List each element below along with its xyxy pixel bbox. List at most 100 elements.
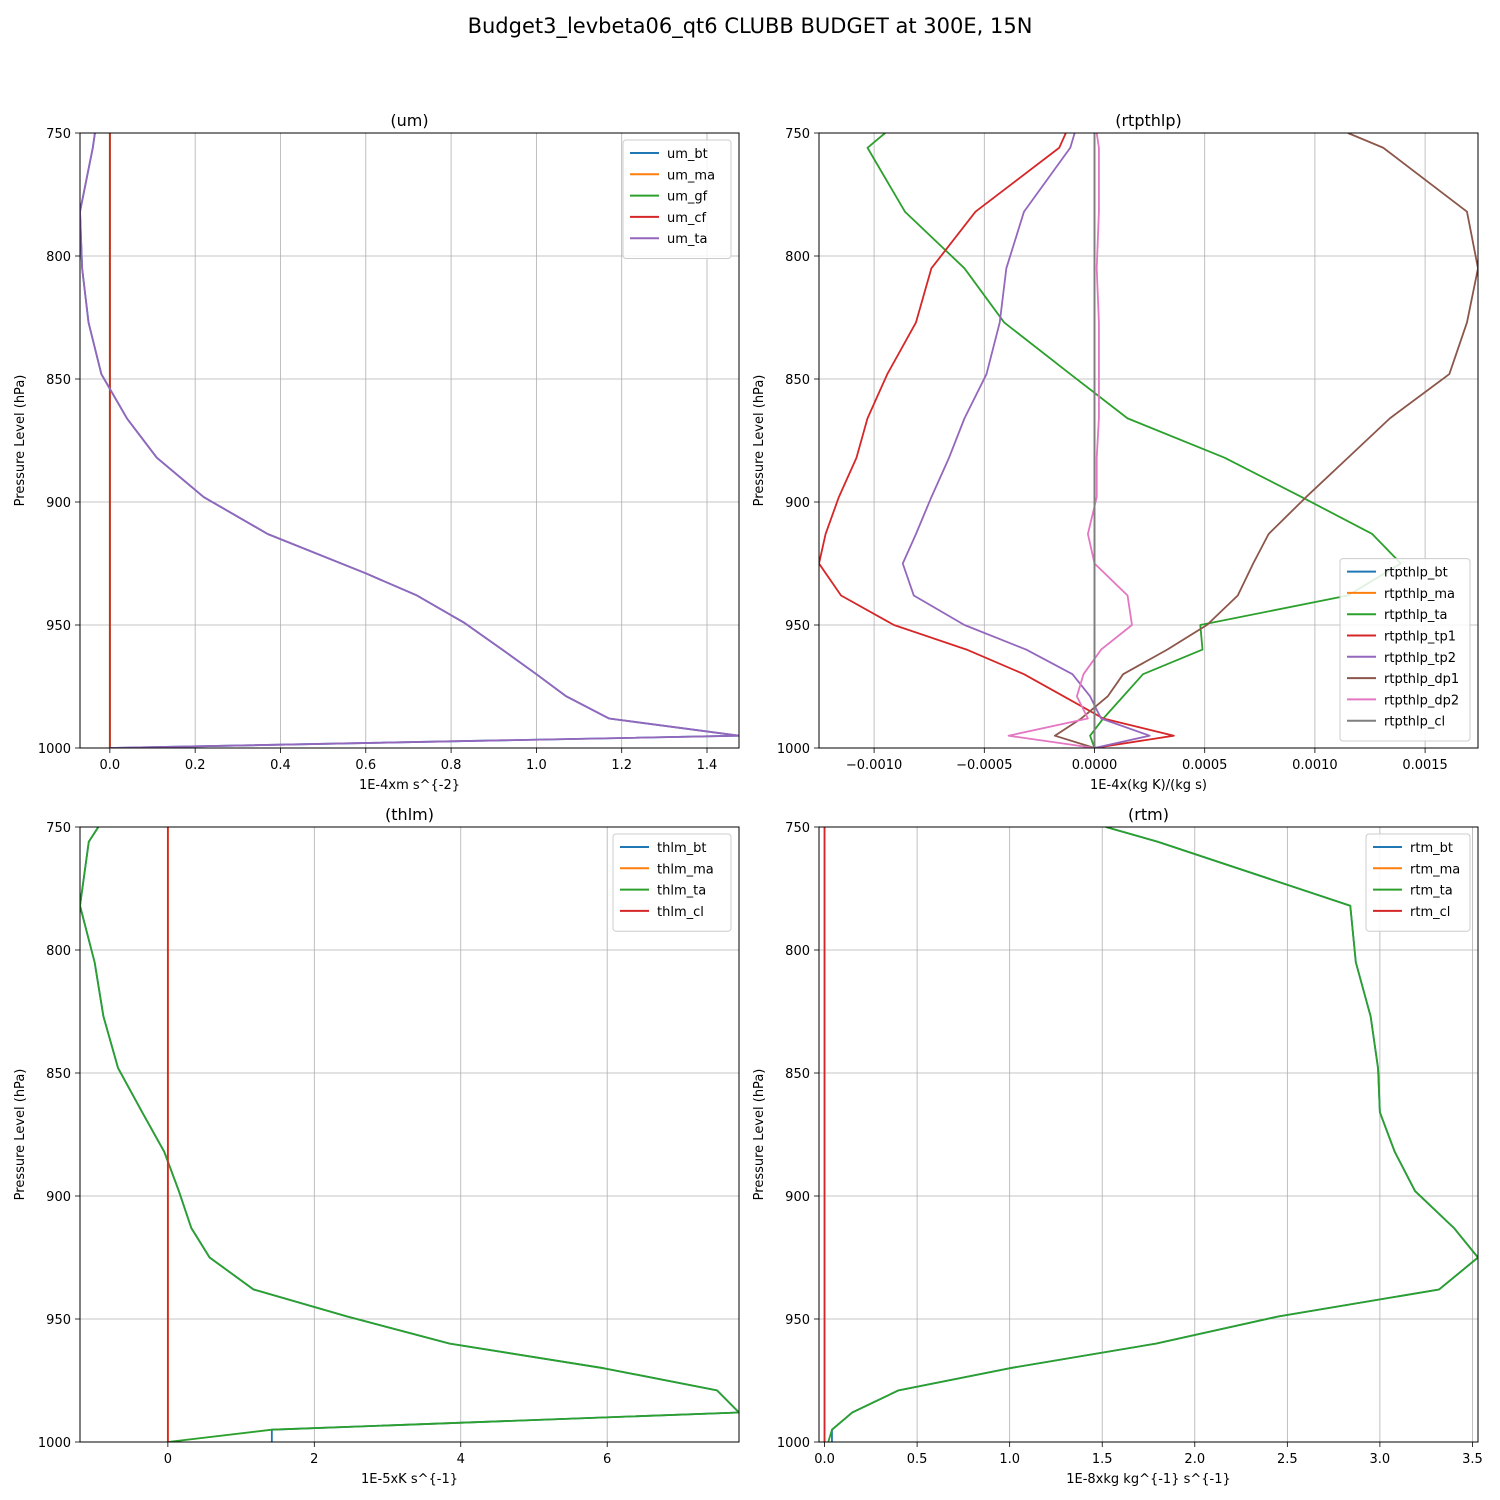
y-tick-label: 1000 — [777, 742, 810, 757]
legend-box — [1365, 833, 1471, 932]
legend-label-rtpthlp_ta: rtpthlp_ta — [1384, 608, 1447, 623]
chart-panel-2: −0.0010 −0.0005 0.0000 0.0005 0.0010 0.0015 75… — [752, 111, 1479, 793]
legend-label-thlm_bt: thlm_bt — [657, 841, 706, 856]
x-tick-label: 6 — [603, 1452, 611, 1467]
y-tick-label: 900 — [46, 1190, 71, 1205]
y-tick-label: 800 — [785, 250, 810, 265]
legend-label-rtpthlp_dp2: rtpthlp_dp2 — [1384, 693, 1459, 708]
y-tick-label: 850 — [785, 373, 810, 388]
series-line-rtpthlp_tp1 — [819, 133, 1175, 748]
y-tick-label: 750 — [785, 127, 810, 142]
legend-label-um_cf: um_cf — [667, 211, 707, 226]
legend-label-um_ta: um_ta — [667, 232, 707, 247]
x-tick-label: −0.0005 — [956, 758, 1012, 773]
y-tick-label: 800 — [46, 250, 71, 265]
y-tick-label: 800 — [46, 944, 71, 959]
x-axis-label: 1E-4x(kg K)/(kg s) — [1090, 778, 1207, 793]
x-tick-label: 0.0 — [814, 1452, 835, 1467]
x-axis-label: 1E-5xK s^{-1} — [361, 1472, 458, 1487]
y-tick-label: 1000 — [38, 742, 71, 757]
legend-label-rtm_cl: rtm_cl — [1410, 905, 1450, 920]
legend-label-rtpthlp_tp1: rtpthlp_tp1 — [1384, 630, 1456, 645]
legend-label-rtpthlp_tp2: rtpthlp_tp2 — [1384, 651, 1456, 666]
series-line-rtpthlp_ta — [866, 133, 1402, 748]
legend-label-rtpthlp_cl: rtpthlp_cl — [1384, 715, 1445, 730]
x-tick-label: 1.4 — [697, 758, 718, 773]
x-tick-label: 2.5 — [1277, 1452, 1298, 1467]
series-line-rtm_ta — [827, 827, 1478, 1442]
plot-frame — [818, 132, 1479, 749]
x-axis-label: 1E-8xkg kg^{-1} s^{-1} — [1066, 1472, 1231, 1487]
legend-label-thlm_ta: thlm_ta — [657, 884, 706, 899]
x-tick-label: 4 — [457, 1452, 465, 1467]
y-axis-label: Pressure Level (hPa) — [13, 375, 28, 507]
series-line-rtpthlp_tp2 — [901, 133, 1151, 748]
legend: um_bt um_ma um_gf um_cf um_ta — [622, 139, 732, 259]
x-tick-label: 3.5 — [1462, 1452, 1483, 1467]
legend-box — [1339, 558, 1471, 742]
y-tick-label: 900 — [785, 1190, 810, 1205]
x-tick-label: 0.0005 — [1182, 758, 1228, 773]
legend: thlm_bt thlm_ma thlm_ta thlm_cl — [612, 833, 732, 932]
legend-label-um_ma: um_ma — [667, 168, 715, 183]
chart-panel-1: 0.0 0.2 0.4 0.6 0.8 1.0 1.2 1.4 750 800 850 900 950 1… — [13, 111, 740, 793]
x-axis-label: 1E-4xm s^{-2} — [359, 778, 460, 793]
x-tick-label: 2 — [310, 1452, 318, 1467]
panel-title: (um) — [390, 111, 428, 130]
x-tick-label: 0.2 — [185, 758, 206, 773]
legend-label-rtm_bt: rtm_bt — [1410, 841, 1453, 856]
plot-frame — [818, 826, 1479, 1443]
x-tick-label: 1.0 — [526, 758, 547, 773]
x-tick-label: 0.5 — [907, 1452, 928, 1467]
x-tick-label: −0.0010 — [846, 758, 902, 773]
chart-panel-3: 0 2 4 6 750 800 850 900 950 1000 (thlm) 1E-5xK s^{-… — [13, 805, 740, 1487]
legend-label-rtpthlp_ma: rtpthlp_ma — [1384, 587, 1455, 602]
x-tick-label: 0.8 — [441, 758, 462, 773]
y-tick-label: 750 — [46, 127, 71, 142]
x-tick-label: 1.5 — [1092, 1452, 1113, 1467]
legend-label-rtpthlp_bt: rtpthlp_bt — [1384, 566, 1448, 581]
y-tick-label: 750 — [46, 821, 71, 836]
x-tick-label: 2.0 — [1184, 1452, 1205, 1467]
x-tick-label: 0 — [164, 1452, 172, 1467]
legend-label-um_bt: um_bt — [667, 147, 708, 162]
y-tick-label: 900 — [46, 496, 71, 511]
legend-label-rtpthlp_dp1: rtpthlp_dp1 — [1384, 672, 1459, 687]
x-tick-label: 3.0 — [1370, 1452, 1391, 1467]
y-tick-label: 850 — [46, 373, 71, 388]
figure-suptitle: Budget3_levbeta06_qt6 CLUBB BUDGET at 30… — [467, 14, 1033, 38]
y-tick-label: 950 — [46, 619, 71, 634]
y-axis-label: Pressure Level (hPa) — [752, 1069, 767, 1201]
x-tick-label: 1.2 — [611, 758, 632, 773]
y-tick-label: 750 — [785, 821, 810, 836]
legend-label-um_gf: um_gf — [667, 190, 708, 205]
chart-panel-4: 0.0 0.5 1.0 1.5 2.0 2.5 3.0 3.5 750 800 850 900 950 1… — [752, 805, 1483, 1487]
series-line-um_ta — [80, 133, 739, 748]
legend-label-rtm_ma: rtm_ma — [1410, 862, 1460, 877]
x-tick-label: 0.0010 — [1292, 758, 1338, 773]
legend: rtm_bt rtm_ma rtm_ta rtm_cl — [1365, 833, 1471, 932]
x-tick-label: 0.4 — [270, 758, 291, 773]
legend-box — [622, 139, 732, 259]
plot-frame — [79, 132, 740, 749]
legend: rtpthlp_bt rtpthlp_ma rtpthlp_ta rtpthlp_tp… — [1339, 558, 1471, 742]
y-axis-label: Pressure Level (hPa) — [752, 375, 767, 507]
x-tick-label: 1.0 — [999, 1452, 1020, 1467]
y-tick-label: 1000 — [38, 1436, 71, 1451]
series-line-rtpthlp_dp2 — [1007, 133, 1133, 748]
y-tick-label: 950 — [785, 619, 810, 634]
series-line-thlm_ta — [80, 827, 739, 1442]
y-tick-label: 850 — [785, 1067, 810, 1082]
y-tick-label: 950 — [46, 1313, 71, 1328]
y-tick-label: 850 — [46, 1067, 71, 1082]
x-tick-label: 0.0015 — [1402, 758, 1448, 773]
plot-frame — [79, 826, 740, 1443]
panel-title: (rtm) — [1128, 805, 1169, 824]
y-tick-label: 1000 — [777, 1436, 810, 1451]
x-tick-label: 0.6 — [355, 758, 376, 773]
legend-label-thlm_cl: thlm_cl — [657, 905, 704, 920]
legend-box — [612, 833, 732, 932]
panel-title: (rtpthlp) — [1115, 111, 1182, 130]
legend-label-rtm_ta: rtm_ta — [1410, 884, 1453, 899]
